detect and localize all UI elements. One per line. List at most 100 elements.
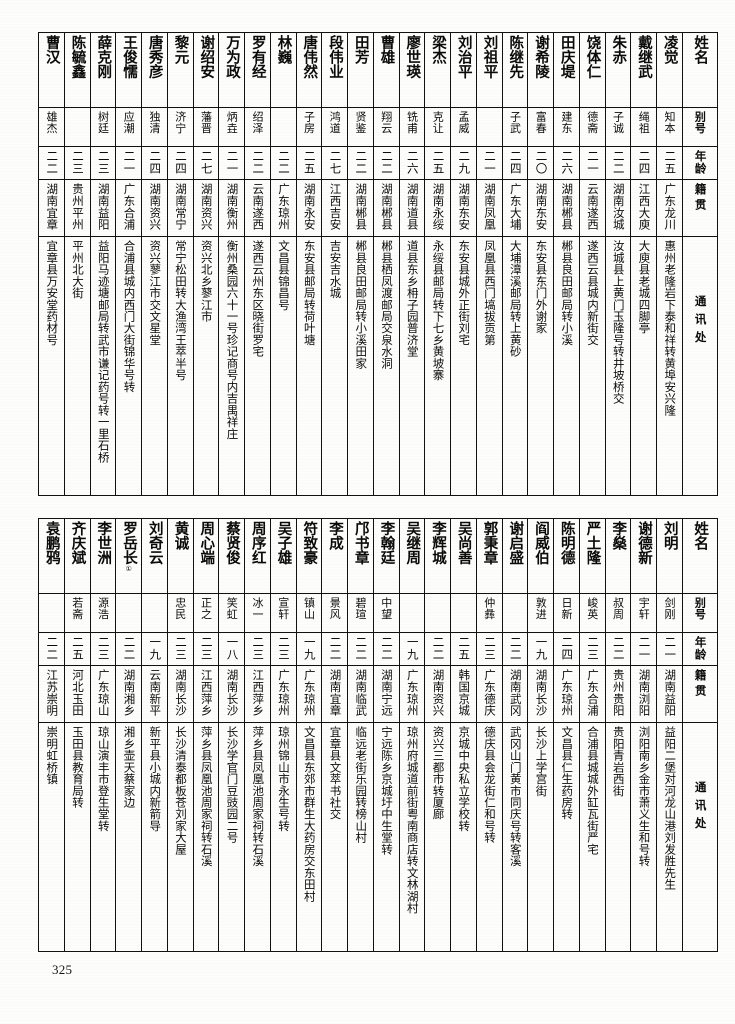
cell-name: 李世洲 bbox=[89, 518, 117, 594]
row-label-text: 别号 bbox=[693, 111, 707, 134]
cell-origin: 广东琼州 bbox=[269, 179, 297, 237]
cell-age: 二五 bbox=[63, 632, 91, 666]
age-text: 二四 bbox=[173, 150, 188, 175]
age-text: 二四 bbox=[637, 150, 652, 175]
cell-address: 长沙清泰都板苍刘家大屋 bbox=[166, 722, 194, 952]
cell-origin: 湖南东安 bbox=[450, 179, 477, 237]
cell-address: 合浦县城城外缸瓦街严宅 bbox=[578, 722, 606, 952]
alias-text: 冰一 bbox=[250, 597, 264, 620]
alias-text: 正之 bbox=[199, 597, 213, 620]
address-text: 遂西云州东区晓街罗宅 bbox=[251, 240, 266, 358]
cell-name: 廖世瑛 bbox=[398, 32, 426, 108]
origin-text: 广东大埔 bbox=[508, 183, 523, 231]
address-text: 资兴三都市转厦廊 bbox=[431, 726, 446, 820]
name-text: 齐庆斌 bbox=[69, 521, 86, 565]
origin-text: 湖南永安 bbox=[302, 183, 317, 231]
name-text: 梁杰 bbox=[430, 35, 447, 65]
alias-text: 绍泽 bbox=[250, 111, 264, 134]
cell-age: 二三 bbox=[244, 632, 271, 666]
cell-name: 李翰廷 bbox=[372, 518, 400, 594]
address-text: 宜章县文萃书社交 bbox=[328, 726, 343, 820]
cell-age: 二七 bbox=[321, 146, 348, 180]
address-text: 文昌县东郊市群生大药房交东田村 bbox=[302, 726, 317, 902]
cell-origin: 江苏崇明 bbox=[38, 665, 65, 723]
age-text: 二五 bbox=[431, 150, 446, 175]
cell-name: 王俊懦 bbox=[115, 32, 142, 108]
cell-name: 罗有经 bbox=[244, 32, 271, 108]
cell-origin: 贵州平州 bbox=[63, 179, 91, 237]
cell-age: 二三 bbox=[269, 632, 297, 666]
cell-age: 二二 bbox=[38, 146, 65, 180]
origin-text: 湖南宜章 bbox=[45, 183, 60, 231]
origin-text: 湖南浏阳 bbox=[637, 669, 652, 717]
cell-name: 袁鹏鸦 bbox=[38, 518, 65, 594]
cell-address: 临远老街乐园转榜山村 bbox=[347, 722, 374, 952]
origin-text: 湖南郴县 bbox=[560, 183, 575, 231]
cell-origin: 湖南长沙 bbox=[218, 665, 245, 723]
origin-text: 湖南湘乡 bbox=[122, 669, 137, 717]
address-text: 东安县城外正街刘宅 bbox=[457, 240, 472, 346]
name-text: 黎元 bbox=[172, 35, 189, 65]
cell-alias: 知本 bbox=[656, 107, 683, 147]
cell-origin: 湖南衡州 bbox=[218, 179, 245, 237]
row-label-alias: 别号 bbox=[681, 593, 718, 633]
cell-origin: 湖南资兴 bbox=[424, 665, 451, 723]
address-text: 临远老街乐园转榜山村 bbox=[354, 726, 369, 844]
row-label-text: 别号 bbox=[693, 597, 707, 620]
alias-text: 藩晋 bbox=[199, 111, 213, 134]
address-text: 武冈山门黄市同庆号转客溪 bbox=[508, 726, 523, 867]
cell-alias: 正之 bbox=[192, 593, 220, 633]
name-text: 刘奇云 bbox=[146, 521, 163, 565]
cell-alias: 镇山 bbox=[295, 593, 323, 633]
name-text: 谢德新 bbox=[636, 521, 653, 565]
cell-address: 东安县邮局转荷叶塘 bbox=[295, 236, 323, 496]
cell-age: 二一 bbox=[656, 632, 683, 666]
alias-text: 富春 bbox=[534, 111, 548, 134]
address-text: 琼州锦山市永生号转 bbox=[276, 726, 291, 832]
origin-text: 湖南资兴 bbox=[431, 669, 446, 717]
cell-name: 郭秉章 bbox=[475, 518, 503, 594]
cell-origin: 湖南宁远 bbox=[372, 665, 400, 723]
cell-alias: 富春 bbox=[527, 107, 554, 147]
origin-text: 江西萍乡 bbox=[199, 669, 214, 717]
cell-alias: 宇轩 bbox=[630, 593, 657, 633]
alias-text: 若斋 bbox=[70, 597, 84, 620]
cell-name: 罗岳长 ① bbox=[115, 518, 142, 594]
cell-origin: 广东琼州 bbox=[295, 665, 323, 723]
row-label-text: 通讯处 bbox=[693, 295, 708, 349]
name-text: 谢绍安 bbox=[198, 35, 215, 79]
cell-origin: 湖南资兴 bbox=[192, 179, 220, 237]
name-text: 罗有经 bbox=[249, 35, 266, 79]
cell-origin: 湖南临武 bbox=[347, 665, 374, 723]
name-text: 袁鹏鸦 bbox=[43, 521, 60, 565]
row-label-address: 通讯处 bbox=[681, 722, 718, 952]
age-text: 一九 bbox=[148, 636, 163, 661]
cell-origin: 湖南益阳 bbox=[656, 665, 683, 723]
cell-origin: 广东合浦 bbox=[578, 665, 606, 723]
origin-text: 广东琼山 bbox=[96, 669, 111, 717]
age-text: 一九 bbox=[534, 636, 549, 661]
row-label-text: 年龄 bbox=[693, 636, 708, 661]
cell-name: 吴尚善 bbox=[450, 518, 477, 594]
cell-address: 遂西云县城内新街交 bbox=[578, 236, 606, 496]
cell-alias: 树廷 bbox=[89, 107, 117, 147]
cell-alias: 德斋 bbox=[578, 107, 606, 147]
cell-name: 曹雄 bbox=[372, 32, 400, 108]
address-text: 衡州桑园六十一号珍记商号内吉禺祥庄 bbox=[225, 240, 240, 440]
roster-row-age: 年龄 二五 二四 二二 二一 二六 二〇 二四 二一 二九 二五 二六 二二 二二 二七 二五 二二 二二 二一 二七… bbox=[38, 146, 718, 180]
cell-age: 二二 bbox=[244, 146, 271, 180]
cell-alias bbox=[115, 593, 142, 633]
origin-text: 湖南永绥 bbox=[431, 183, 446, 231]
cell-address: 资兴三都市转厦廊 bbox=[424, 722, 451, 952]
roster-row-age: 年龄 二一 二一 二二 二三 二四 一九 二二 二三 二五 二二 一九 二二 二二 二二 一九 二三 二三 一八 二三… bbox=[38, 632, 718, 666]
cell-origin: 湖南长沙 bbox=[166, 665, 194, 723]
cell-alias: 炳垚 bbox=[218, 107, 245, 147]
cell-age: 二二 bbox=[604, 632, 632, 666]
age-text: 二一 bbox=[637, 636, 652, 661]
address-text: 资兴北乡蓼江市 bbox=[199, 240, 214, 323]
name-text: 阎威伯 bbox=[533, 521, 550, 565]
cell-alias: 克让 bbox=[424, 107, 451, 147]
alias-text: 绳祖 bbox=[637, 111, 651, 134]
origin-text: 湖南资兴 bbox=[199, 183, 214, 231]
